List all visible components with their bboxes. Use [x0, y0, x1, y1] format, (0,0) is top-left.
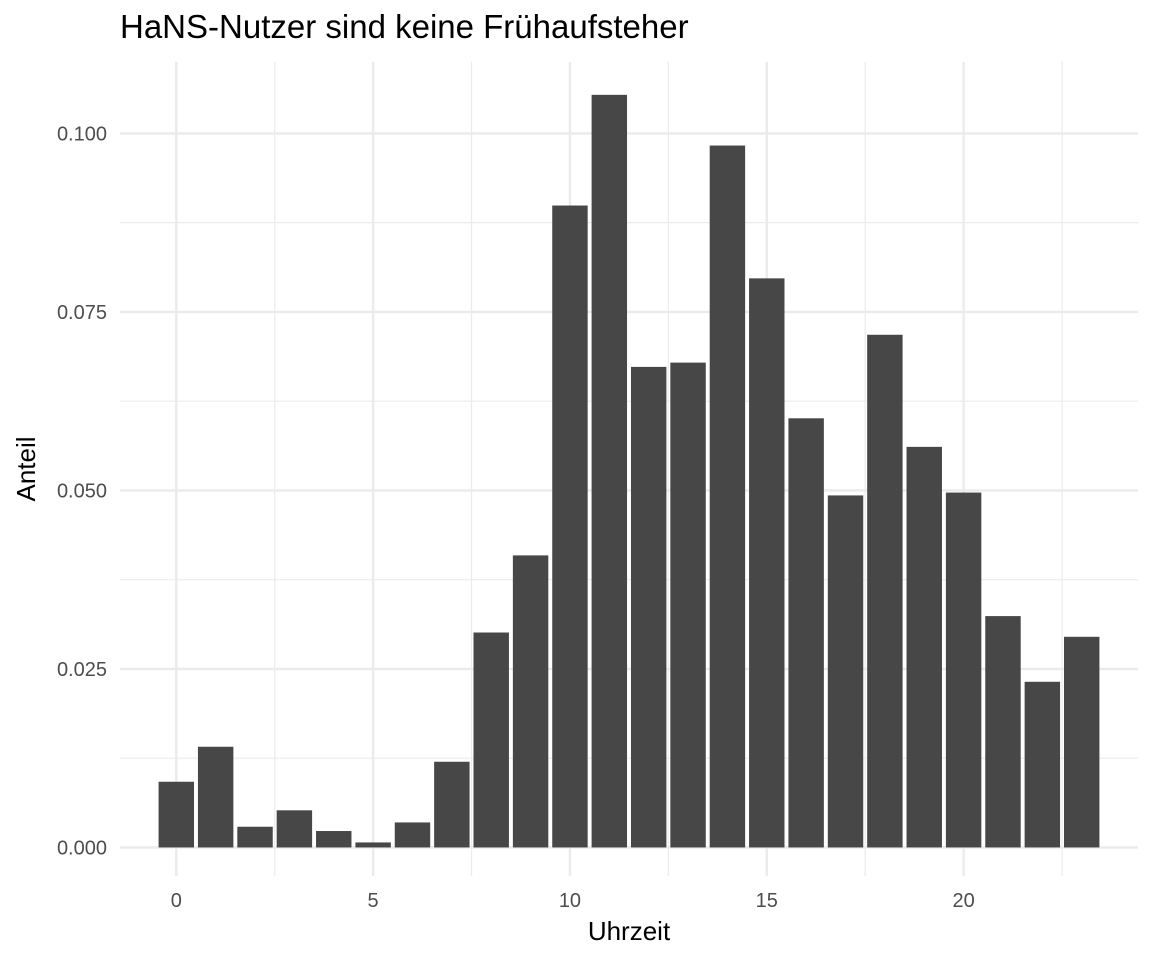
grid-major-lines: [120, 62, 1138, 876]
bar: [749, 278, 785, 848]
bar: [355, 842, 391, 848]
y-axis-title: Anteil: [11, 436, 41, 501]
bar: [552, 205, 588, 848]
x-tick-label: 20: [952, 890, 974, 912]
bar: [1063, 636, 1100, 848]
bar: [316, 831, 352, 848]
x-tick-label: 15: [756, 890, 778, 912]
x-tick-label: 5: [368, 890, 379, 912]
x-tick-label: 10: [559, 890, 581, 912]
bar: [630, 366, 667, 848]
chart-title: HaNS-Nutzer sind keine Frühaufsteher: [120, 8, 689, 45]
bar: [237, 826, 273, 848]
bar: [670, 362, 706, 848]
bar: [591, 94, 628, 848]
y-tick-label: 0.075: [57, 302, 107, 324]
bar: [512, 555, 549, 848]
bar: [867, 334, 903, 848]
x-tick-label: 0: [171, 890, 182, 912]
y-tick-labels: 0.000 0.025 0.050 0.075 0.100: [57, 123, 107, 859]
bar: [276, 810, 313, 848]
bar: [1024, 681, 1061, 848]
bar: [709, 145, 746, 848]
bar: [197, 746, 234, 848]
y-tick-label: 0.100: [57, 123, 107, 145]
x-axis-title: Uhrzeit: [588, 916, 671, 946]
y-tick-label: 0.025: [57, 659, 107, 681]
bar: [906, 446, 942, 848]
bar: [945, 492, 982, 848]
bar: [788, 418, 824, 848]
bar: [434, 761, 470, 848]
bars-group: [158, 94, 1100, 848]
bar: [158, 781, 195, 848]
bar: [473, 632, 509, 848]
x-tick-labels: 0 5 10 15 20: [171, 890, 975, 912]
bar: [827, 495, 864, 848]
bar: [985, 616, 1021, 848]
y-tick-label: 0.050: [57, 480, 107, 502]
y-tick-label: 0.000: [57, 837, 107, 859]
bar: [394, 822, 431, 848]
